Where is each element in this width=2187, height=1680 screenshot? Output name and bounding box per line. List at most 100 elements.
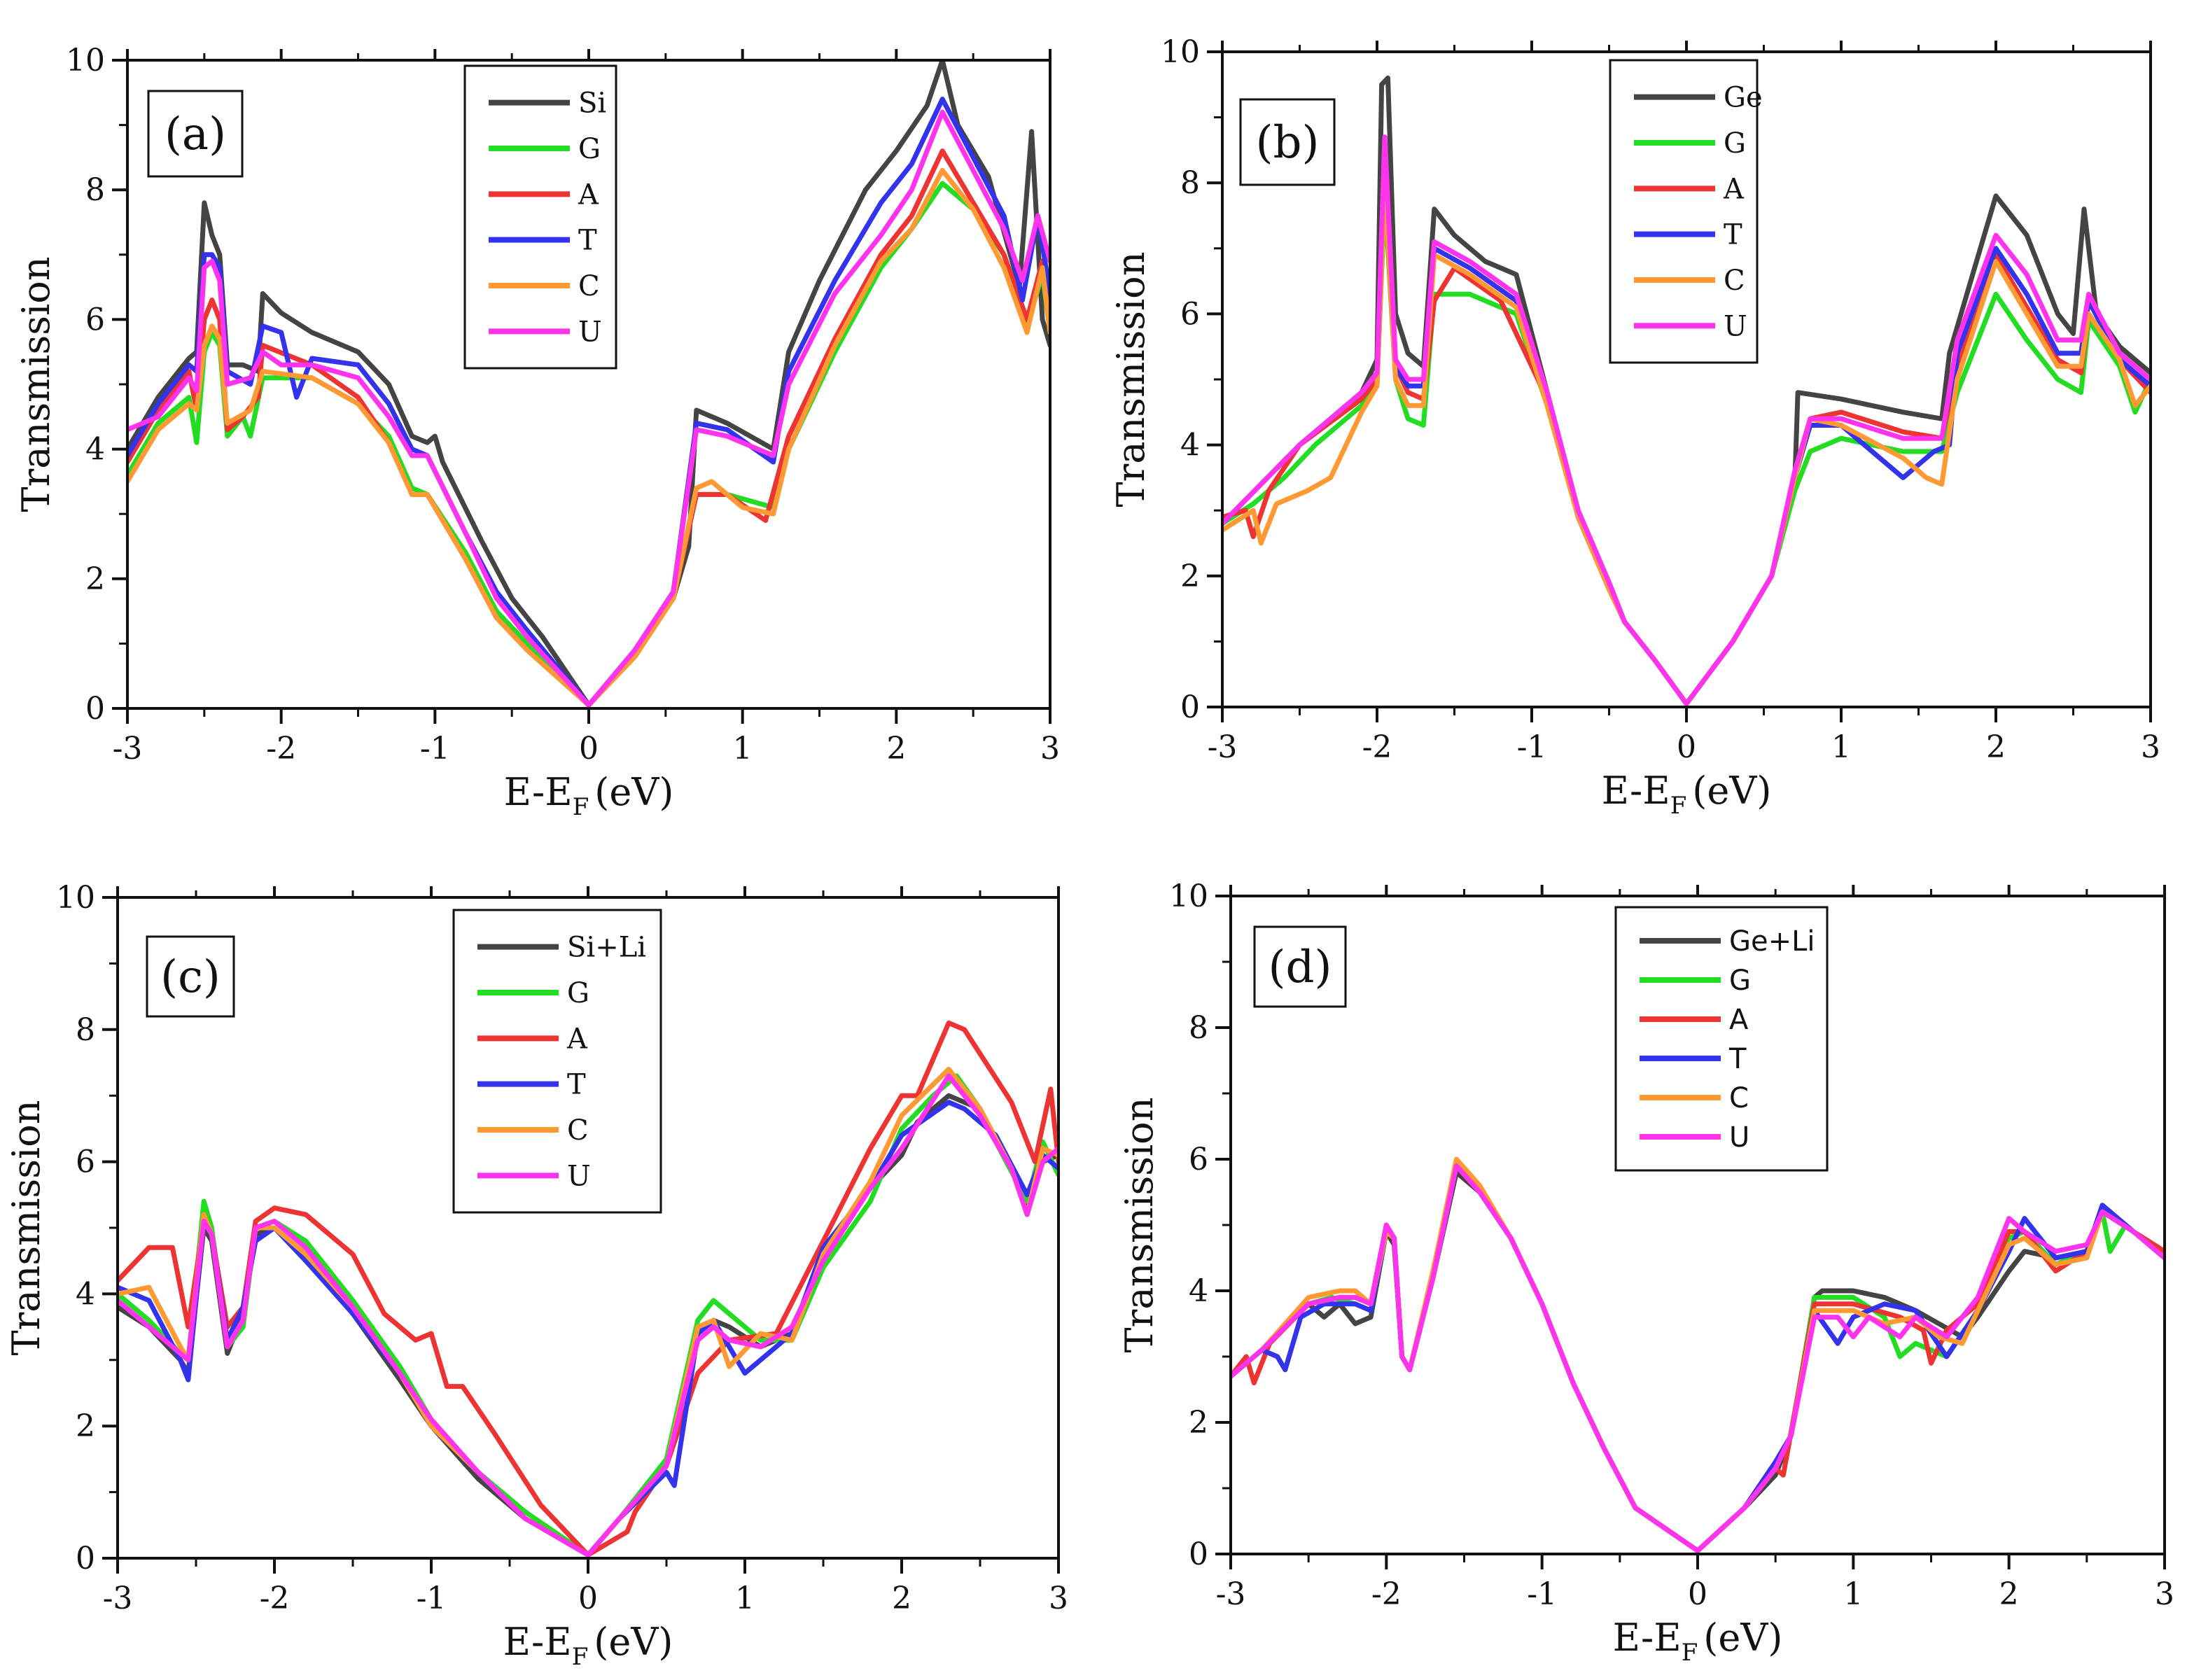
panel-label: (b) [1256,117,1320,169]
x-tick-label: -3 [113,731,143,766]
x-axis-title: E-EF (eV) [504,770,674,821]
x-tick-label: 2 [886,731,906,766]
x-tick-label: -1 [417,1581,447,1616]
legend-box [1609,59,1759,364]
x-tick-label: 1 [1831,729,1851,765]
legend-entry-label: Si+Li [567,932,646,964]
series-line-t [1231,1163,2165,1553]
y-tick-label: 8 [76,1012,95,1048]
x-tick-label: 3 [2141,729,2160,765]
x-tick-label: 0 [579,731,599,766]
series-line-u [1231,1163,2165,1553]
legend-entry-label: T [1724,219,1742,251]
x-tick-label: -2 [260,1581,290,1616]
y-tick-label: 10 [1169,878,1208,914]
y-tick-label: 2 [76,1408,95,1444]
x-axis-title: E-EF (eV) [1602,769,1772,820]
panel-label-box [146,935,235,1018]
y-tick-label: 10 [1161,34,1200,70]
y-tick-label: 6 [1180,296,1200,332]
y-axis-title: Transmission [1117,1098,1161,1353]
y-tick-label: 6 [1189,1142,1208,1177]
legend-entry-label: T [578,225,597,257]
y-tick-label: 4 [85,432,105,468]
legend-entry-label: Ge [1724,82,1763,114]
x-tick-label: -3 [1208,729,1238,765]
legend-entry-label: T [567,1069,586,1101]
legend-entry-label: G [1729,965,1751,997]
legend-entry-label: A [1729,1004,1749,1036]
legend-box [463,64,617,370]
x-tick-label: 0 [1677,729,1696,765]
legend-entry-label: U [578,316,602,348]
y-axis-title: Transmission [14,257,58,512]
x-tick-label: 0 [1688,1576,1707,1612]
x-tick-label: -1 [1527,1576,1557,1612]
panel-label: (c) [160,951,221,1003]
series-line-u [118,1073,1058,1558]
y-tick-label: 8 [85,172,105,208]
legend-box [1614,906,1829,1172]
legend-entry-label: G [567,977,589,1009]
y-tick-label: 6 [76,1144,95,1180]
legend-entry-label: T [1728,1043,1747,1075]
y-tick-label: 8 [1180,165,1200,201]
legend-entry-label: U [567,1160,591,1192]
chart-panel-c: -3 -2 -1 0 1 2 3 0 2 4 6 8 10 Transmission E-EF (eV) (c)… [4,880,1068,1671]
y-tick-label: 2 [85,561,105,597]
y-tick-label: 0 [85,691,105,727]
x-tick-label: 1 [1843,1576,1863,1612]
x-tick-label: 3 [1040,731,1060,766]
series-line-c [127,167,1050,708]
chart-panel-b: -3 -2 -1 0 1 2 3 0 2 4 6 8 10 Transmission E-EF (eV) (b)… [1109,34,2160,820]
legend-box [452,909,662,1214]
x-tick-label: 0 [578,1581,598,1616]
x-tick-label: -3 [103,1581,133,1616]
x-tick-label: -3 [1216,1576,1246,1612]
x-tick-label: 1 [733,731,753,766]
series-line-u [127,109,1050,708]
x-tick-label: 1 [735,1581,755,1616]
y-tick-label: 0 [1189,1536,1208,1572]
x-tick-label: -2 [1362,729,1392,765]
panel-label: (d) [1269,941,1332,993]
x-tick-label: 3 [1049,1581,1068,1616]
legend-entry-label: C [578,270,600,302]
legend-entry-label: Si [578,88,606,120]
legend-entry-label: C [567,1114,589,1147]
legend-entry-label: G [1724,127,1746,160]
y-tick-label: 4 [76,1276,95,1312]
legend-entry-label: U [1729,1121,1749,1154]
legend-entry-label: A [1723,173,1745,205]
y-tick-label: 8 [1189,1010,1208,1046]
y-tick-label: 4 [1180,428,1200,463]
y-tick-label: 0 [1180,690,1200,725]
panel-label-box [1253,925,1347,1008]
legend-entry-label: G [578,133,601,165]
y-axis-title: Transmission [1109,252,1153,507]
x-tick-label: -2 [266,731,296,766]
panel-label-box [147,90,244,178]
legend-entry-label: A [578,178,599,211]
x-axis-title: E-EF (eV) [503,1620,673,1671]
chart-panel-d: -3 -2 -1 0 1 2 3 0 2 4 6 8 10 Transmission E-EF (eV) (d)… [1117,878,2174,1667]
x-tick-label: 2 [1999,1576,2019,1612]
x-tick-label: 2 [1986,729,2006,765]
x-tick-label: -1 [420,731,450,766]
series-line-u [1222,134,2151,706]
legend-entry-label: C [1724,265,1745,297]
y-tick-label: 0 [76,1541,95,1576]
legend-entry-label: C [1729,1082,1749,1114]
y-tick-label: 2 [1180,559,1200,594]
y-tick-label: 6 [85,302,105,337]
y-tick-label: 2 [1189,1405,1208,1441]
x-tick-label: -2 [1371,1576,1402,1612]
legend-entry-label: U [1724,310,1747,342]
x-tick-label: 2 [892,1581,911,1616]
chart-panel-a: -3 -2 -1 0 1 2 3 0 2 4 6 8 10 Transmission E-EF (eV) (a)… [14,43,1060,821]
y-tick-label: 10 [56,880,95,916]
panel-label: (a) [165,108,226,160]
legend-entry-label: A [566,1023,588,1055]
x-tick-label: 3 [2155,1576,2174,1612]
